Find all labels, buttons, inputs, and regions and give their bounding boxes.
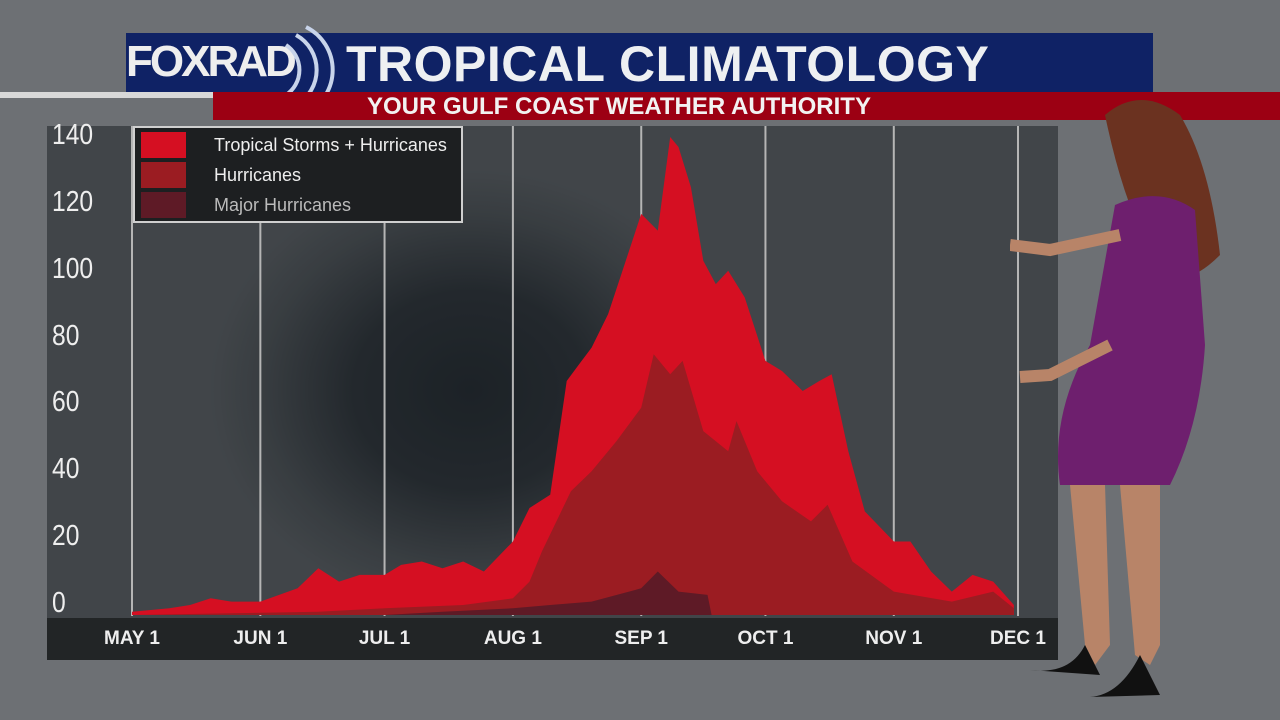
y-tick-label: 40 [52,453,80,486]
legend-swatch [141,192,186,218]
x-tick-label: AUG 1 [483,628,542,649]
legend-label: Hurricanes [214,164,302,185]
x-axis-strip [47,618,1058,660]
y-tick-label: 60 [52,386,80,419]
x-tick-label: JUL 1 [358,628,411,649]
legend-swatch [141,132,186,158]
area-series-2 [132,354,1014,615]
legend-label: Major Hurricanes [214,194,352,215]
chart-legend: Tropical Storms + Hurricanes Hurricanes … [133,126,463,223]
x-tick-label: NOV 1 [865,628,923,649]
legend-item: Hurricanes [141,162,301,188]
legend-swatch [141,162,186,188]
subtitle-bar: YOUR GULF COAST WEATHER AUTHORITY [213,92,1280,120]
presenter-figure [1010,100,1220,697]
subtitle: YOUR GULF COAST WEATHER AUTHORITY [367,93,871,120]
foxrad-logo: FOXRAD [126,37,297,87]
legend-item: Tropical Storms + Hurricanes [141,132,447,158]
x-tick-label: DEC 1 [990,628,1046,649]
area-series-3 [132,571,712,615]
y-tick-label: 80 [52,319,80,352]
y-tick-label: 100 [52,252,94,285]
legend-label: Tropical Storms + Hurricanes [214,134,447,155]
x-tick-label: OCT 1 [737,628,794,649]
title-bar: FOXRAD TROPICAL CLIMATOLOGY [126,25,1153,105]
x-tick-label: JUN 1 [233,628,288,649]
logo-text: FOXRAD [126,37,297,86]
area-series-1 [132,137,1014,615]
header-divider [0,92,213,98]
legend-item: Major Hurricanes [141,192,351,218]
x-tick-label: MAY 1 [104,628,160,649]
y-tick-label: 140 [52,119,94,151]
y-tick-label: 120 [52,185,94,218]
y-tick-label: 20 [52,520,80,553]
x-tick-label: SEP 1 [614,628,668,649]
y-tick-label: 0 [52,587,66,619]
page-title: TROPICAL CLIMATOLOGY [346,36,990,92]
